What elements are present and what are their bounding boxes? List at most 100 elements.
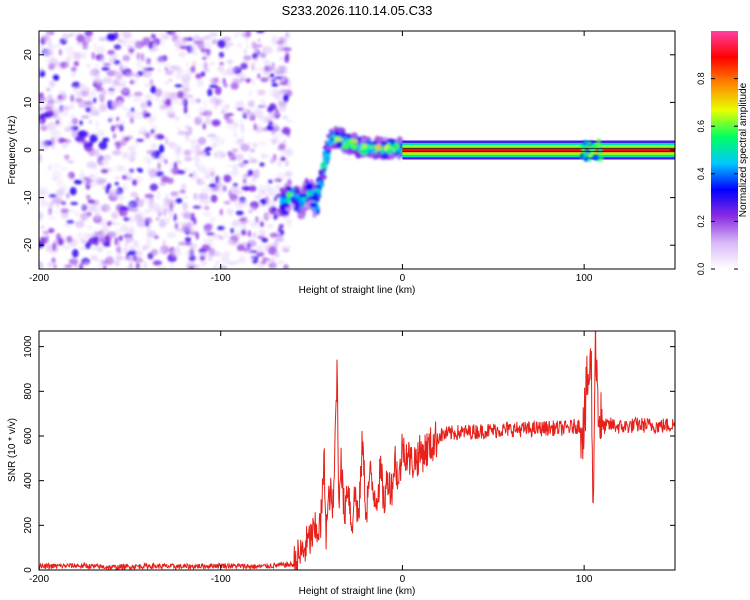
heatmap-cell (260, 77, 269, 83)
heatmap-cell (285, 160, 289, 167)
heatmap-cell (226, 239, 234, 245)
heatmap-cell (222, 77, 226, 85)
heatmap-cell (124, 39, 134, 45)
heatmap-cell (215, 175, 220, 184)
heatmap-cell (271, 123, 279, 128)
heatmap-cell (350, 132, 358, 139)
heatmap-cell (94, 62, 99, 71)
heatmap-cell (179, 189, 186, 194)
x-tick-label: -200 (29, 574, 49, 585)
heatmap-cell (109, 81, 116, 91)
heatmap-cell (114, 181, 119, 186)
heatmap-cell (162, 217, 171, 225)
heatmap-cell (580, 143, 585, 148)
heatmap-cell (45, 235, 49, 243)
heatmap-cell (234, 31, 239, 37)
heatmap-cell (148, 202, 156, 207)
heatmap-cell (70, 125, 74, 133)
heatmap-cell (202, 210, 212, 217)
heatmap-cell (157, 162, 162, 171)
heatmap-cell (219, 208, 223, 216)
heatmap-cell (147, 116, 155, 124)
heatmap-cell (174, 222, 179, 230)
heatmap-cell (98, 231, 106, 240)
heatmap-cell (79, 263, 84, 269)
heatmap-cell (262, 257, 268, 261)
y-tick-label: 800 (23, 383, 34, 400)
heatmap-cell (101, 67, 110, 71)
heatmap-cell (197, 107, 206, 113)
heatmap-cell (185, 132, 190, 142)
heatmap-cell (134, 249, 143, 259)
heatmap-cell (396, 152, 400, 156)
heatmap-cell (302, 205, 310, 209)
heatmap-cell (57, 237, 64, 246)
heatmap-cell (85, 176, 89, 186)
heatmap-cell (264, 65, 270, 70)
heatmap-cell (206, 113, 211, 119)
heatmap-cell (183, 149, 192, 156)
heatmap-cell (244, 186, 249, 191)
heatmap-cell (170, 31, 181, 34)
heatmap-cell (76, 34, 85, 43)
heatmap-cell (142, 260, 148, 269)
heatmap-cell (175, 46, 180, 52)
heatmap-cell (204, 118, 212, 125)
figure-title: S233.2026.110.14.05.C33 (282, 3, 433, 18)
heatmap-cell (58, 48, 63, 56)
heatmap-cell (181, 222, 188, 228)
heatmap-cell (359, 148, 368, 156)
heatmap-cell (173, 213, 177, 222)
heatmap-cell (206, 109, 214, 113)
heatmap-cell (105, 256, 114, 266)
heatmap-cell (267, 187, 276, 196)
heatmap-cell (133, 94, 141, 104)
heatmap-cell (81, 202, 86, 210)
x-tick-label: 0 (400, 273, 406, 284)
heatmap-cell (295, 188, 300, 195)
heatmap-cell (226, 208, 234, 215)
heatmap-cell (163, 62, 172, 68)
heatmap-cell (144, 112, 151, 118)
heatmap-cell (155, 57, 165, 63)
heatmap-cell (87, 71, 98, 77)
heatmap-cell (320, 162, 328, 168)
heatmap-cell (145, 240, 152, 249)
heatmap-cell (167, 208, 171, 215)
heatmap-cell (52, 196, 63, 204)
heatmap-cell (219, 62, 224, 66)
heatmap-cell (183, 166, 189, 173)
heatmap-cell (128, 155, 137, 163)
heatmap-cell (245, 78, 252, 83)
heatmap-cell (260, 204, 268, 209)
heatmap-cell (234, 121, 239, 129)
heatmap-cell (112, 150, 122, 156)
heatmap-cell (94, 148, 100, 158)
heatmap-cell (54, 209, 59, 215)
heatmap-cell (110, 125, 116, 132)
heatmap-cell (89, 134, 98, 143)
heatmap-cell (223, 231, 229, 238)
heatmap-cell (277, 65, 287, 70)
heatmap-cell (285, 207, 292, 212)
heatmap-cell (144, 82, 153, 88)
x-tick-label: -100 (211, 273, 231, 284)
heatmap-cell (87, 204, 97, 213)
colorbar-tick-label: 0.2 (696, 215, 706, 228)
heatmap-cell (133, 115, 142, 120)
heatmap-cell (226, 164, 232, 168)
heatmap-cell (203, 205, 210, 211)
heatmap-cell (220, 266, 225, 269)
heatmap-cell (90, 255, 97, 261)
heatmap-cell (140, 53, 145, 61)
heatmap-cell (94, 247, 100, 252)
heatmap-cell (194, 264, 200, 269)
heatmap-cell (127, 202, 135, 209)
heatmap-cell (43, 141, 49, 150)
heatmap-cell (245, 31, 252, 38)
heatmap-cell (354, 139, 358, 144)
heatmap-cell (202, 152, 208, 159)
heatmap-cell (270, 140, 280, 144)
colorbar-ramp (711, 31, 738, 269)
heatmap-cell (47, 94, 53, 102)
